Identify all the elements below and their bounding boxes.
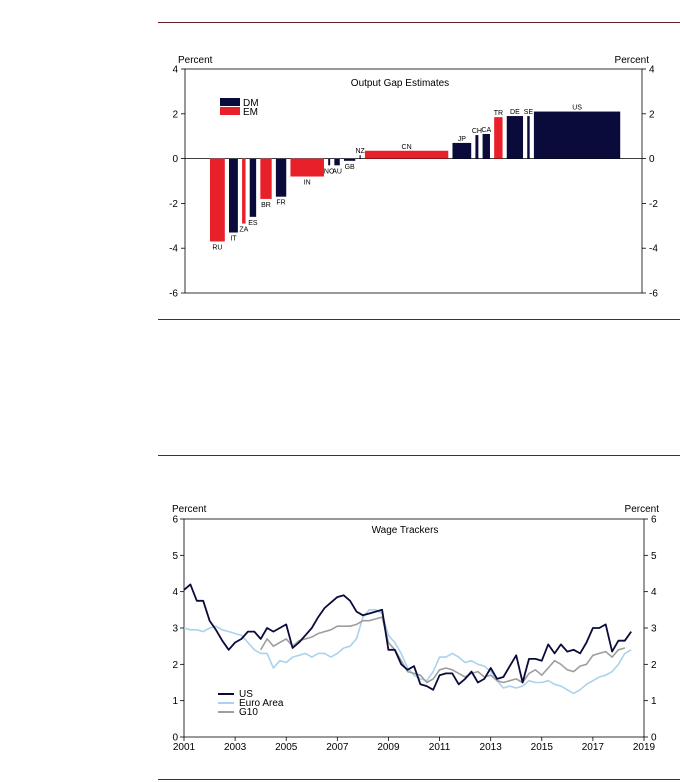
- bar-no: [328, 158, 331, 166]
- bar-label-jp: JP: [458, 136, 467, 143]
- bar-label-tr: TR: [494, 110, 503, 117]
- y-tick-label-right: -6: [649, 289, 658, 300]
- bar-label-se: SE: [524, 109, 534, 116]
- bar-za: [242, 158, 246, 224]
- y-tick-label-left: -6: [169, 289, 178, 300]
- legend-label-dm: DM: [243, 98, 259, 109]
- bar-label-au: AU: [332, 168, 342, 175]
- legend: DM EM: [220, 98, 259, 118]
- bar-gb: [343, 158, 356, 161]
- bar-label-de: DE: [510, 109, 520, 116]
- bar-cn: [364, 150, 449, 159]
- legend-label-em: EM: [243, 107, 258, 118]
- bar-fr: [275, 158, 287, 197]
- bar-label-za: ZA: [239, 227, 248, 234]
- bar-ca: [482, 133, 490, 159]
- bar-ch: [475, 135, 479, 159]
- bar-tr: [494, 117, 503, 159]
- top-rule-chart1: [158, 22, 680, 23]
- y-tick-label-right: -4: [649, 244, 658, 255]
- y-tick-label-right: -2: [649, 199, 658, 210]
- bar-label-fr: FR: [276, 200, 285, 207]
- y-tick-label-left: 2: [172, 109, 178, 120]
- bottom-rule-chart2: [158, 779, 680, 780]
- bar-de: [506, 116, 524, 159]
- top-rule-chart2: [158, 455, 680, 456]
- bar-label-ru: RU: [212, 244, 222, 251]
- y-tick-label-left: 4: [172, 65, 178, 76]
- bar-label-br: BR: [261, 202, 271, 209]
- bar-label-it: IT: [230, 236, 237, 243]
- y-axis-label-right: Percent: [615, 55, 650, 66]
- bar-in: [290, 158, 324, 177]
- y-axis-label-left: Percent: [178, 55, 213, 66]
- bar-label-gb: GB: [345, 164, 355, 171]
- bar-jp: [452, 142, 472, 159]
- bar-au: [334, 158, 340, 166]
- bar-es: [249, 158, 257, 217]
- bar-label-nz: NZ: [355, 148, 365, 155]
- y-tick-label-right: 0: [649, 154, 655, 165]
- bar-label-no: NO: [324, 168, 335, 175]
- y-tick-label-right: 4: [649, 65, 655, 76]
- bar-it: [228, 158, 238, 233]
- chart-title: Output Gap Estimates: [351, 78, 449, 89]
- bar-label-ca: CA: [481, 127, 491, 134]
- bar-br: [260, 158, 272, 199]
- bottom-rule-chart1: [158, 319, 680, 320]
- bar-se: [527, 116, 530, 159]
- bar-ru: [210, 158, 225, 242]
- bar-nz: [359, 155, 361, 159]
- bar-us: [533, 111, 621, 159]
- bar-label-us: US: [572, 105, 582, 112]
- plot-frame: [184, 68, 643, 294]
- y-tick-label-right: 2: [649, 109, 655, 120]
- legend-swatch-dm: [220, 98, 240, 106]
- legend-swatch-em: [220, 107, 240, 115]
- y-tick-label-left: 0: [172, 154, 178, 165]
- bar-label-es: ES: [248, 220, 258, 227]
- bar-label-ch: CH: [472, 128, 482, 135]
- bar-label-cn: CN: [402, 144, 412, 151]
- bar-label-in: IN: [304, 180, 311, 187]
- y-tick-label-left: -2: [169, 199, 178, 210]
- y-tick-label-left: -4: [169, 244, 178, 255]
